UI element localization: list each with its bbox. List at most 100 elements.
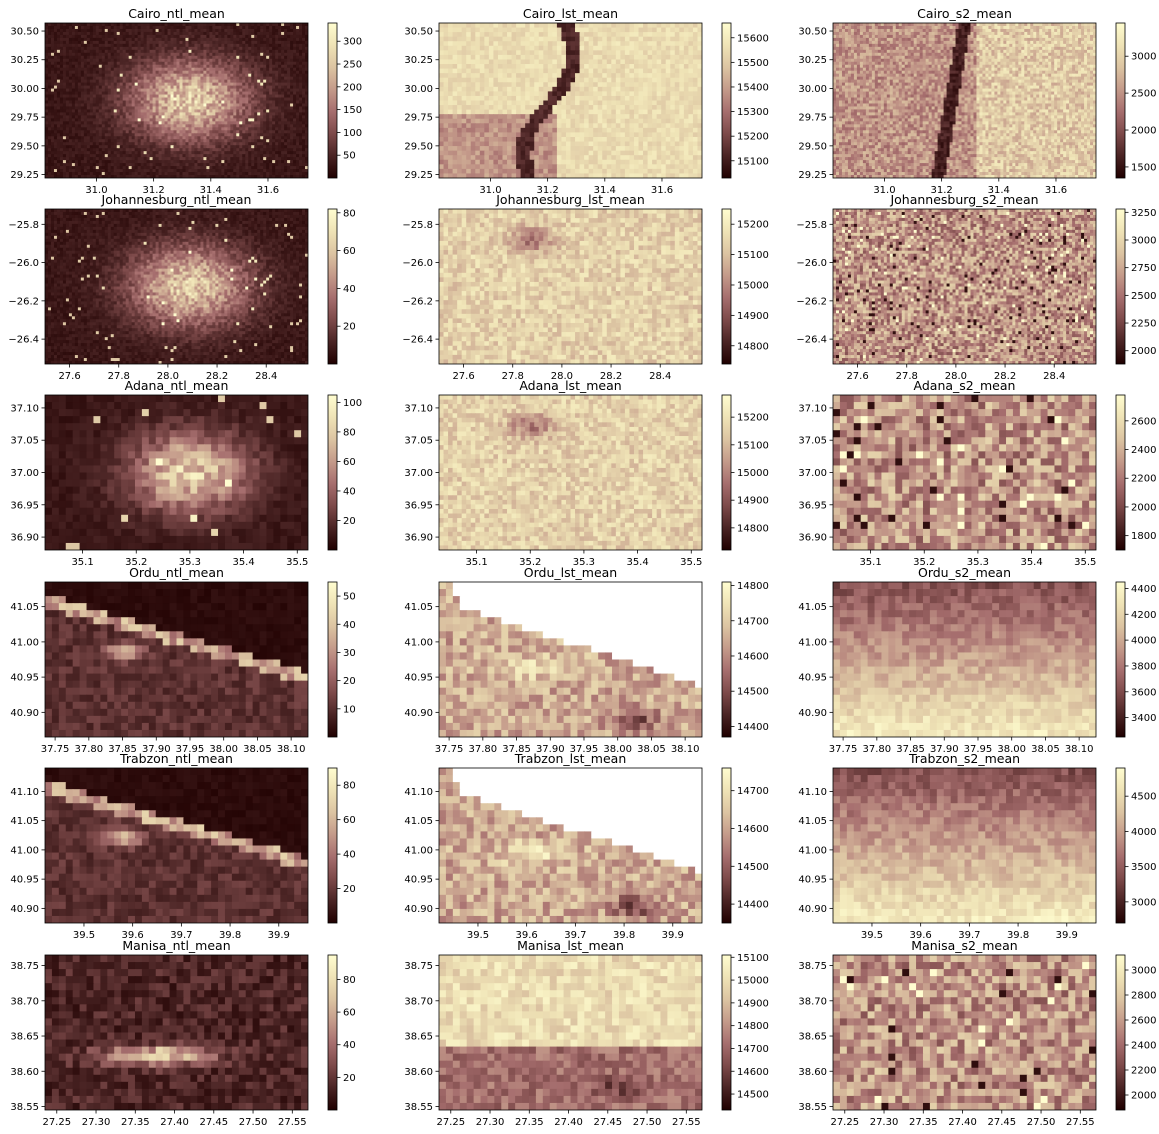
heatmap-cell [248, 34, 252, 39]
heatmap-cell [624, 41, 631, 47]
heatmap-cell [296, 58, 300, 63]
heatmap-cell [95, 70, 100, 75]
heatmap-cell [305, 88, 308, 93]
heatmap-cell [83, 148, 88, 152]
heatmap-cell [59, 46, 64, 51]
heatmap-cell [182, 145, 187, 149]
heatmap-cell [200, 79, 204, 84]
heatmap-cell [230, 145, 234, 149]
heatmap-cell [131, 37, 136, 42]
heatmap-cell [203, 133, 207, 137]
heatmap-cell [206, 31, 210, 36]
heatmap-cell [218, 115, 222, 119]
heatmap-cell [122, 43, 127, 48]
heatmap-cell [218, 64, 222, 69]
heatmap-cell [92, 127, 97, 131]
heatmap-cell [236, 25, 240, 30]
heatmap-cell [158, 100, 163, 105]
heatmap-cell [110, 106, 115, 111]
heatmap-cell [200, 76, 204, 81]
heatmap-cell [182, 151, 187, 155]
heatmap-cell [584, 27, 590, 33]
heatmap-cell [296, 40, 300, 45]
heatmap-cell [68, 73, 73, 78]
heatmap-cell [281, 106, 285, 111]
heatmap-cell [77, 91, 82, 96]
heatmap-cell [188, 136, 193, 140]
heatmap-cell [248, 23, 252, 27]
heatmap-cell [56, 37, 61, 42]
heatmap-cell [529, 27, 535, 33]
heatmap-cell [149, 97, 154, 102]
heatmap-cell [155, 154, 160, 158]
heatmap-cell [624, 36, 631, 42]
heatmap-cell [59, 91, 64, 96]
heatmap-cell [143, 79, 148, 84]
heatmap-cell [507, 50, 513, 56]
heatmap-cell [176, 34, 181, 39]
heatmap-cell [188, 97, 193, 102]
heatmap-cell [119, 142, 124, 146]
heatmap-cell [194, 23, 199, 27]
heatmap-cell [284, 79, 288, 84]
heatmap-cell [212, 100, 216, 105]
heatmap-cell [74, 148, 79, 152]
heatmap-cell [516, 45, 522, 51]
heatmap-cell [194, 70, 199, 75]
heatmap-cell [188, 172, 193, 176]
heatmap-cell [191, 70, 196, 75]
heatmap-cell [278, 166, 282, 170]
heatmap-cell [80, 112, 85, 116]
heatmap-cell [137, 46, 142, 51]
heatmap-cell [245, 154, 249, 158]
heatmap-cell [155, 61, 160, 66]
heatmap-cell [53, 34, 58, 39]
heatmap-cell [104, 139, 109, 143]
heatmap-cell [227, 112, 231, 116]
heatmap-cell [53, 142, 58, 146]
heatmap-cell [95, 160, 100, 164]
heatmap-cell [56, 103, 61, 108]
heatmap-cell [98, 151, 103, 155]
heatmap-cell [218, 70, 222, 75]
heatmap-cell [290, 175, 294, 178]
heatmap-cell [263, 139, 267, 143]
heatmap-cell [89, 70, 94, 75]
heatmap-cell [53, 130, 58, 134]
heatmap-cell [278, 31, 282, 36]
heatmap-cell [59, 28, 64, 33]
heatmap-cell [149, 151, 154, 155]
heatmap-cell [83, 133, 88, 137]
heatmap-cell [248, 103, 252, 108]
heatmap-cell [173, 145, 178, 149]
heatmap-cell [47, 115, 52, 119]
heatmap-cell [218, 88, 222, 93]
heatmap-cell [570, 23, 576, 29]
heatmap-cell [185, 145, 190, 149]
heatmap-cell [143, 151, 148, 155]
heatmap-cell [173, 109, 178, 114]
heatmap-cell [209, 124, 213, 128]
heatmap-cell [113, 115, 118, 119]
heatmap-cell [95, 49, 100, 54]
heatmap-cell [230, 64, 234, 69]
heatmap-cell [520, 36, 526, 42]
heatmap-cell [77, 85, 82, 90]
heatmap-cell [167, 151, 172, 155]
heatmap-cell [83, 112, 88, 116]
heatmap-cell [299, 118, 303, 122]
heatmap-cell [197, 109, 202, 114]
heatmap-cell [104, 67, 109, 72]
heatmap-cell [290, 142, 294, 146]
heatmap-cell [68, 94, 73, 99]
heatmap-cell [203, 163, 207, 167]
heatmap-cell [197, 154, 202, 158]
heatmap-cell [113, 76, 118, 81]
heatmap-cell [209, 88, 213, 93]
heatmap-cell [116, 130, 121, 134]
heatmap-cell [191, 34, 196, 39]
heatmap-cell [45, 157, 49, 161]
heatmap-cell [131, 55, 136, 60]
heatmap-cell [683, 36, 689, 42]
heatmap-cell [185, 139, 190, 143]
